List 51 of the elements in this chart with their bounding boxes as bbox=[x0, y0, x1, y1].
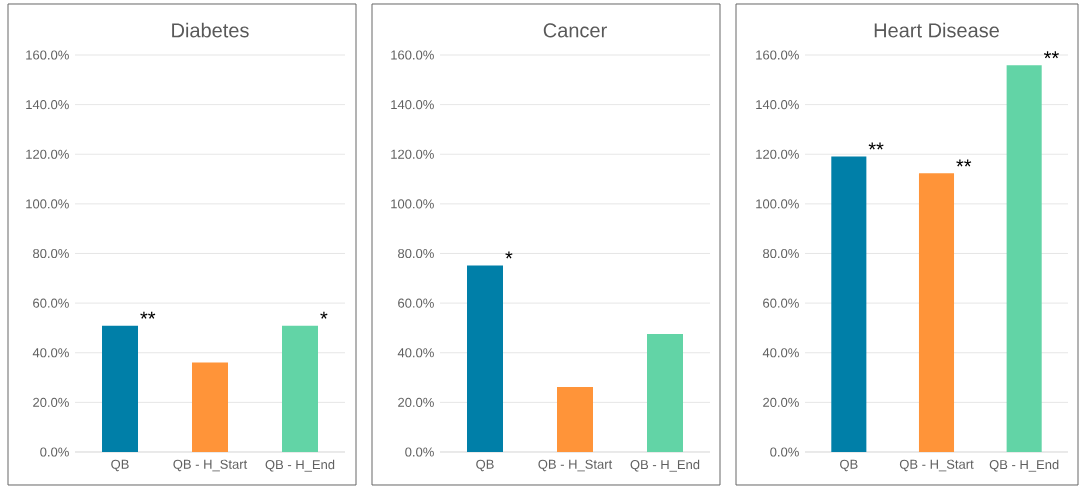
y-tick-label: 40.0% bbox=[32, 348, 69, 358]
annotation: ** bbox=[868, 142, 884, 150]
bar bbox=[557, 386, 593, 452]
y-tick-label: 60.0% bbox=[763, 298, 799, 308]
y-tick-label: 40.0% bbox=[397, 348, 434, 358]
y-tick-label: 120.0% bbox=[756, 149, 799, 159]
bar bbox=[647, 333, 683, 452]
y-tick-label: 0.0% bbox=[40, 447, 69, 457]
y-tick-label: 100.0% bbox=[26, 199, 69, 209]
x-tick-label: QB - H_End bbox=[265, 459, 335, 472]
x-tick-label: QB - H_Start bbox=[173, 459, 248, 472]
bar bbox=[1006, 65, 1042, 452]
y-tick-label: 120.0% bbox=[391, 149, 434, 159]
chart-title: Diabetes bbox=[172, 22, 249, 38]
y-tick-label: 120.0% bbox=[26, 149, 69, 159]
y-tick-label: 60.0% bbox=[33, 298, 69, 308]
x-tick-label: QB - H_Start bbox=[538, 459, 613, 472]
annotation: * bbox=[320, 311, 328, 319]
annotation: ** bbox=[1043, 51, 1059, 59]
x-tick-label: QB bbox=[476, 459, 494, 472]
y-tick-label: 20.0% bbox=[398, 397, 434, 407]
x-tick-label: QB - H_End bbox=[989, 459, 1059, 472]
y-tick-label: 160.0% bbox=[391, 50, 434, 60]
x-tick-label: QB - H_Start bbox=[899, 459, 974, 472]
y-tick-label: 80.0% bbox=[398, 248, 434, 259]
y-tick-label: 40.0% bbox=[762, 348, 799, 358]
bar bbox=[467, 265, 503, 452]
y-tick-label: 160.0% bbox=[756, 50, 799, 60]
bar bbox=[918, 173, 955, 452]
annotation: * bbox=[505, 251, 513, 259]
y-tick-label: 80.0% bbox=[33, 248, 69, 259]
chart-title: Cancer bbox=[543, 23, 607, 38]
y-tick-label: 160.0% bbox=[26, 50, 69, 60]
annotation: ** bbox=[140, 311, 156, 319]
y-tick-label: 140.0% bbox=[391, 100, 434, 110]
y-tick-label: 140.0% bbox=[756, 100, 799, 110]
y-tick-label: 20.0% bbox=[763, 397, 799, 407]
y-tick-label: 60.0% bbox=[398, 298, 434, 308]
y-tick-label: 0.0% bbox=[770, 447, 799, 457]
y-tick-label: 140.0% bbox=[26, 100, 69, 110]
chart-title: Heart Disease bbox=[874, 22, 999, 38]
x-tick-label: QB bbox=[111, 459, 129, 472]
y-tick-label: 0.0% bbox=[405, 447, 434, 457]
y-tick-label: 100.0% bbox=[391, 199, 434, 209]
x-tick-label: QB - H_End bbox=[630, 459, 700, 472]
x-tick-label: QB bbox=[840, 459, 858, 472]
bar bbox=[831, 156, 867, 452]
annotation: ** bbox=[956, 159, 972, 167]
y-tick-label: 20.0% bbox=[33, 397, 69, 407]
y-tick-label: 100.0% bbox=[756, 199, 799, 209]
y-tick-label: 80.0% bbox=[763, 248, 799, 259]
